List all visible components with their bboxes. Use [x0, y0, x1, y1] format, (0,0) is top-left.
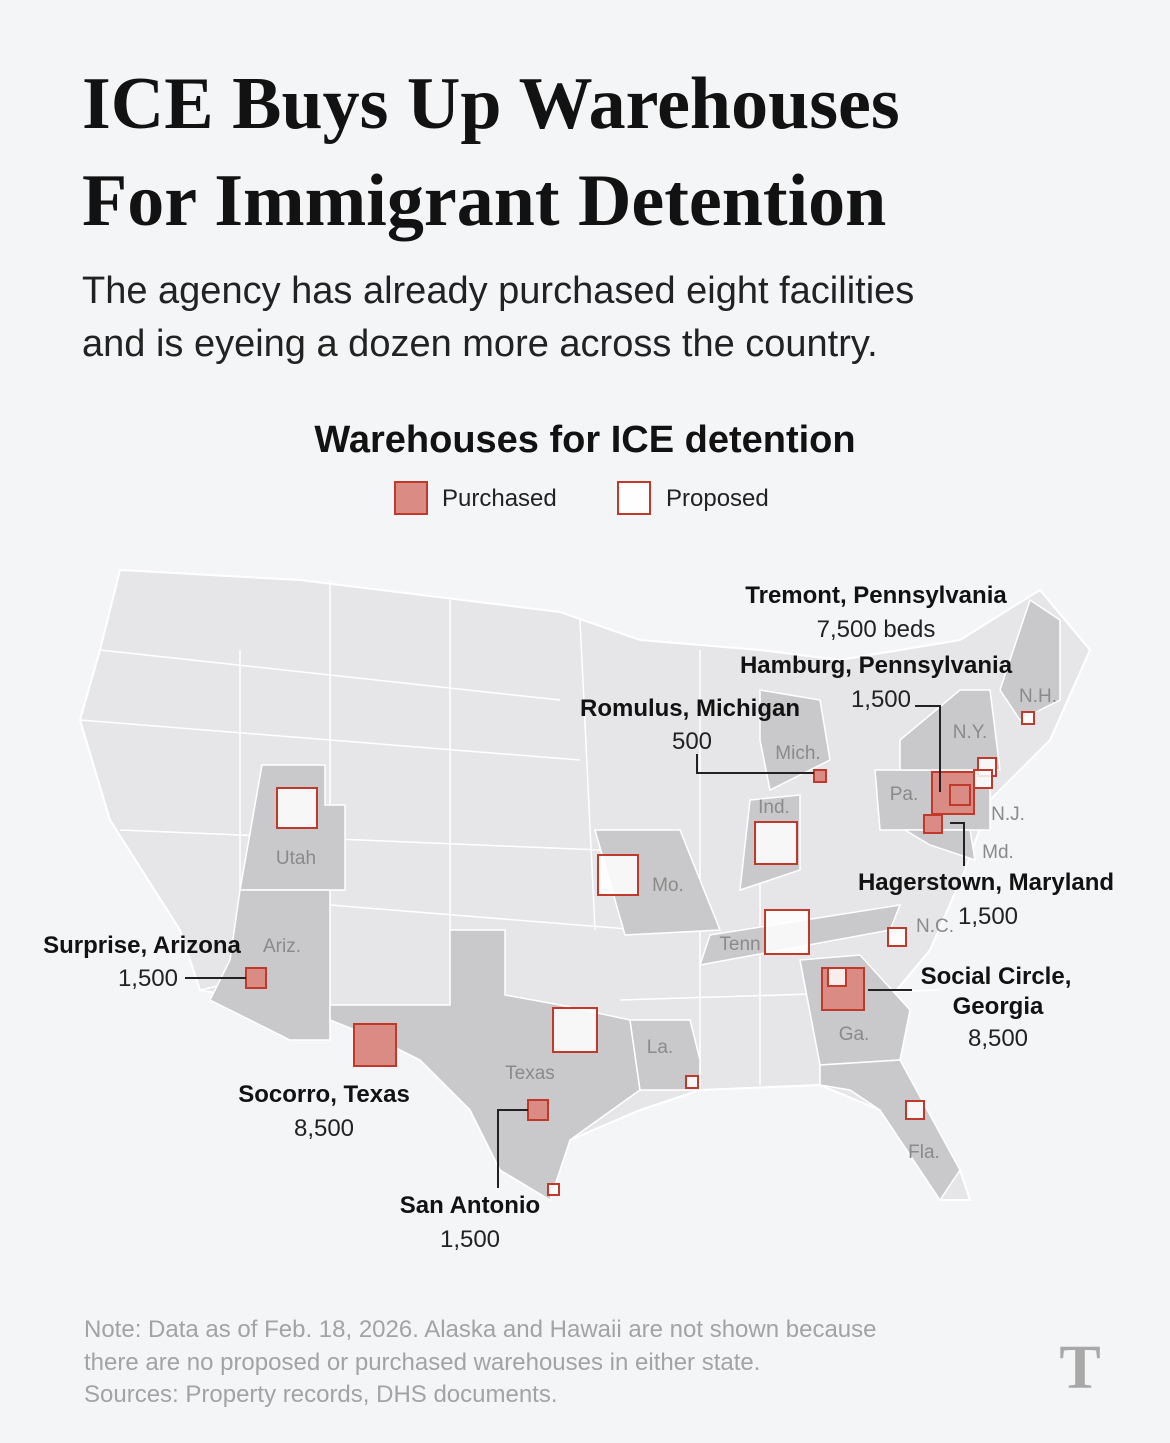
bed-count: 500 [672, 728, 712, 755]
state-label: Ind. [758, 797, 790, 818]
state-label: Md. [982, 842, 1014, 863]
place-name: Tremont, Pennsylvania [745, 582, 1007, 609]
leaders [185, 705, 965, 1188]
place-name: Hamburg, Pennsylvania [740, 652, 1013, 679]
place-name: Hagerstown, Maryland [858, 869, 1114, 896]
state-label: N.J. [991, 804, 1025, 825]
place-name: Georgia [953, 993, 1044, 1020]
state-labels: Utah Ariz. Texas La. Mo. Ind. Mich. Tenn… [263, 686, 1057, 1163]
place-name: Socorro, Texas [238, 1081, 410, 1108]
subtitle: and is eyeing a dozen more across the co… [82, 323, 878, 365]
bed-count: 1,500 [118, 965, 178, 992]
state-new-york [899, 689, 1001, 771]
state-new-england [999, 598, 1061, 721]
state-label: Fla. [908, 1142, 940, 1163]
state-texas [329, 929, 641, 1202]
proposed-site [973, 769, 993, 789]
title: For Immigrant Detention [82, 160, 886, 242]
proposed-site [827, 967, 847, 987]
purchased-site [813, 769, 827, 783]
bed-count: 7,500 beds [817, 616, 936, 643]
map-title: Warehouses for ICE detention [314, 419, 855, 461]
annotations: Tremont, Pennsylvania 7,500 beds Hamburg… [43, 582, 1114, 1253]
proposed-site [685, 1075, 699, 1089]
bed-count: 1,500 [958, 903, 1018, 930]
bed-count: 8,500 [294, 1115, 354, 1142]
purchased-site [353, 1023, 397, 1067]
state-label: Pa. [890, 784, 919, 805]
state-label: Utah [276, 848, 316, 869]
place-name: San Antonio [400, 1192, 540, 1219]
facilities [245, 711, 1035, 1196]
place-name: Surprise, Arizona [43, 932, 241, 959]
state-label: Ga. [839, 1024, 870, 1045]
proposed-site [597, 854, 639, 896]
proposed-site [764, 909, 810, 955]
legend-label: Purchased [442, 485, 557, 512]
proposed-site [1021, 711, 1035, 725]
sources: Sources: Property records, DHS documents… [84, 1381, 558, 1408]
leader-line [950, 822, 965, 866]
title: ICE Buys Up Warehouses [82, 63, 900, 145]
bed-count: 1,500 [440, 1226, 500, 1253]
footer: Note: Data as of Feb. 18, 2026. Alaska a… [84, 1316, 1101, 1408]
state-label: N.Y. [953, 722, 988, 743]
proposed-site [905, 1100, 925, 1120]
proposed-site [276, 787, 318, 829]
purchased-site [923, 814, 943, 834]
state-maryland [902, 829, 976, 862]
proposed-site [547, 1183, 560, 1196]
state-arizona [208, 889, 331, 1041]
subtitle: The agency has already purchased eight f… [82, 270, 914, 312]
state-florida [819, 1059, 961, 1202]
state-label: Tenn [719, 934, 760, 955]
purchased-site [527, 1099, 549, 1121]
state-label: Mich. [775, 743, 820, 764]
bed-count: 8,500 [968, 1025, 1028, 1052]
proposed-site [754, 821, 798, 865]
state-label: N.C. [916, 916, 954, 937]
state-louisiana [629, 1019, 701, 1091]
state-label: N.H. [1019, 686, 1057, 707]
state-label: Texas [505, 1063, 555, 1084]
state-michigan [759, 689, 831, 792]
bed-count: 1,500 [851, 686, 911, 713]
leader-line [696, 754, 814, 774]
purchased-site [245, 967, 267, 989]
legend-swatch [617, 481, 651, 515]
place-name: Romulus, Michigan [580, 695, 800, 722]
note: there are no proposed or purchased wareh… [84, 1349, 760, 1376]
logo: T [1059, 1334, 1100, 1402]
purchased-site [949, 784, 971, 806]
legend-swatch [394, 481, 428, 515]
state-label: La. [647, 1037, 673, 1058]
proposed-site [552, 1007, 598, 1053]
state-label: Mo. [652, 875, 684, 896]
leader-line [497, 1109, 528, 1188]
state-label: Ariz. [263, 936, 301, 957]
note: Note: Data as of Feb. 18, 2026. Alaska a… [84, 1316, 877, 1343]
header: ICE Buys Up Warehouses For Immigrant Det… [82, 63, 914, 365]
leader-line [915, 705, 941, 792]
place-name: Social Circle, [921, 963, 1072, 990]
proposed-site [887, 927, 907, 947]
legend-label: Proposed [666, 485, 769, 512]
